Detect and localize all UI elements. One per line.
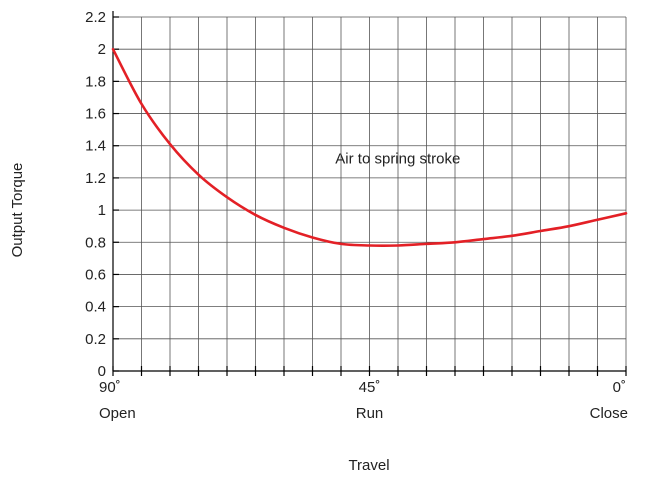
y-axis-ticks: 0 0.2 0.4 0.6 0.8 1 1.2 1.4 1.6 1.8 2 2.2 [85,9,119,380]
x-tick-label-name: Close [590,405,628,422]
x-axis-ticks: 90˚ Open 45˚ Run 0˚ Close [99,366,628,422]
y-tick-label: 0.4 [85,299,106,316]
y-tick-label: 0.6 [85,266,106,283]
annotations-layer: Air to spring stroke [335,150,460,167]
y-axis-title: Output Torque [9,163,26,258]
x-tick-label-degree: 45˚ [359,379,381,396]
x-tick-label-name: Open [99,405,136,422]
y-tick-label: 1.8 [85,73,106,90]
y-tick-label: 2 [98,41,106,58]
series-layer [111,47,628,247]
y-tick-label: 2.2 [85,9,106,26]
x-tick-label-degree: 0˚ [613,379,626,396]
torque-curve [111,47,628,247]
x-tick-label-degree: 90˚ [99,379,121,396]
y-tick-label: 0.2 [85,331,106,348]
x-tick-label-name: Run [356,405,384,422]
y-tick-label: 0.8 [85,234,106,251]
y-tick-label: 1.6 [85,106,106,123]
y-tick-label: 0 [98,363,106,380]
y-tick-label: 1.2 [85,170,106,187]
y-tick-label: 1.4 [85,138,106,155]
annotation-label: Air to spring stroke [335,150,460,167]
grid [113,16,627,372]
x-axis-title: Travel [348,457,389,474]
y-tick-label: 1 [98,202,106,219]
